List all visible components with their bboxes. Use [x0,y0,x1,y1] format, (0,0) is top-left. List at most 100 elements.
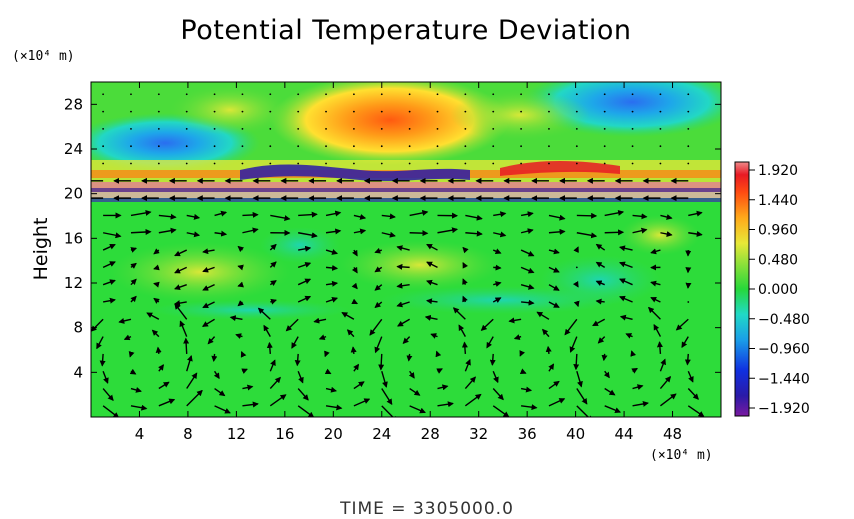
colorbar-tick-label: 1.920 [758,163,798,179]
wind-vector [269,376,281,389]
wind-vector-dot [631,110,634,113]
wind-vector [353,381,365,390]
wind-vector [174,300,187,307]
wind-vector-dot [130,145,132,148]
wind-vector [462,278,468,285]
wind-vector [619,295,633,303]
wind-vector-dot [325,162,327,165]
x-tick-label: 48 [663,425,682,443]
wind-vector [492,248,502,254]
wind-vector [650,248,661,255]
wind-vector-dot [631,93,634,96]
colorbar-tick-label: 0.960 [758,223,798,239]
wind-vector [573,246,579,253]
wind-vector-dot [325,127,327,130]
wind-vector [576,388,588,405]
wind-vector [186,372,198,389]
colorbar-tick-label: 0.480 [758,252,798,268]
wind-vector [237,245,245,253]
wind-vector [325,264,339,271]
wind-vector [632,401,649,407]
wind-vector-dot [436,145,439,148]
wind-vector [153,297,160,304]
wind-vector-dot [464,162,467,165]
wind-vector-dot [687,93,690,96]
x-axis: 4 8 12 16 20 24 28 32 36 40 44 48 [135,82,682,443]
x-tick-label: 8 [183,425,193,443]
wind-vector-dot [575,110,578,113]
wind-vector [659,376,672,389]
wind-vector-dot [241,127,244,130]
wind-vector [548,398,566,407]
wind-vector [351,282,358,290]
wind-vector-dot [520,93,522,96]
colorbar-tick-label: −0.960 [758,342,810,358]
wind-vector [381,405,398,417]
colorbar-tick-label: 0.000 [758,282,798,298]
wind-vector [151,329,160,338]
x-tick-label: 32 [469,425,488,443]
wind-vector [269,280,277,287]
wind-vector-dot [157,127,160,130]
wind-vector-dot [213,93,216,96]
wind-vector [102,243,116,251]
wind-vector [353,228,367,235]
wind-vector [297,295,312,303]
wind-vector [269,243,277,251]
wind-vector-dot [687,301,690,303]
wind-vector [352,249,358,257]
wind-vector-dot [687,110,690,113]
wind-vector [396,301,410,308]
wind-vector [214,405,231,414]
wind-vector [573,353,580,371]
wind-vector [650,296,661,303]
wind-vector [548,214,566,221]
wind-vector [688,231,703,237]
wind-vector [493,281,502,287]
x-unit-label: (×10⁴ m) [650,448,713,463]
wind-vector [650,280,661,287]
wind-vector-dot [325,110,327,113]
wind-vector [465,214,483,221]
wind-vector-dot [380,145,383,148]
wind-vector [595,261,606,268]
wind-vector [595,280,605,286]
wind-vector [186,354,193,372]
wind-vector [291,336,299,349]
wind-vector-dot [659,145,662,148]
wind-vector [435,350,442,358]
wind-vector-dot [575,266,578,269]
y-axis: 4 8 12 16 20 24 28 [64,95,721,381]
wind-vector [492,297,502,303]
wind-vector [687,405,705,417]
wind-vector [266,341,273,354]
wind-vector [128,350,135,358]
y-unit-label: (×10⁴ m) [12,49,75,64]
wind-vector-dot [185,110,188,113]
wind-vector [625,333,633,339]
wind-vector [269,394,287,407]
wind-vector [520,283,535,290]
wind-vector [102,388,114,402]
wind-vector [397,318,410,327]
wind-vector [426,243,438,251]
wind-vector [426,279,438,286]
wind-vector-dot [659,110,662,113]
colorbar-tick-label: −0.480 [758,312,810,328]
wind-vector [619,261,633,269]
wind-vector-dot [492,93,495,96]
wind-vector [595,298,605,305]
wind-vector-dot [130,110,132,113]
wind-vector-dot [575,145,578,148]
wind-vector [576,371,583,388]
wind-vector [545,345,552,354]
wind-vector [548,228,566,235]
wind-vector-dot [157,145,160,148]
wind-vector [174,249,188,257]
wind-vector [647,306,661,320]
colorbar: 1.920 1.440 0.960 0.480 0.000 −0.480 −0.960 −1.… [734,161,810,417]
wind-vector [102,261,116,269]
wind-vector [520,266,535,274]
y-tick-label: 4 [73,363,83,381]
wind-vector [632,227,648,234]
